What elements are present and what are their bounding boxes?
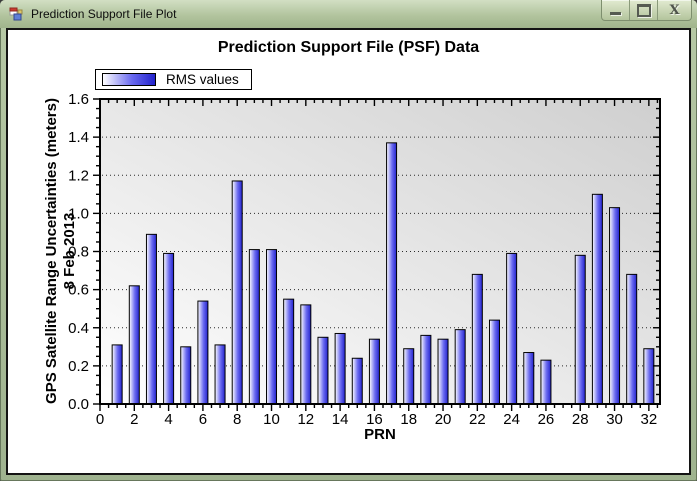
close-button[interactable]: X (658, 0, 691, 20)
bar-prn-21 (454, 329, 466, 405)
bar-prn-17 (386, 142, 398, 405)
bar-prn-9 (248, 249, 260, 405)
y-tick-label: 0.0 (68, 396, 89, 413)
x-tick-label: 8 (233, 411, 241, 428)
y-tick-label: 1.2 (68, 167, 89, 184)
x-tick-label: 20 (435, 411, 452, 428)
bar-prn-14 (334, 332, 346, 405)
bar-prn-26 (540, 359, 552, 405)
x-tick-label: 26 (538, 411, 555, 428)
legend-swatch (102, 73, 156, 86)
x-tick-label: 18 (400, 411, 417, 428)
x-tick-label: 16 (366, 411, 383, 428)
close-icon: X (669, 2, 680, 18)
x-tick-label: 4 (164, 411, 172, 428)
window-controls: X (601, 0, 692, 21)
x-tick-label: 22 (469, 411, 486, 428)
chart-client-area: Prediction Support File (PSF) Data RMS v… (6, 28, 691, 475)
minimize-icon (610, 12, 621, 15)
x-tick-label: 30 (606, 411, 623, 428)
x-tick-label: 12 (297, 411, 314, 428)
bar-prn-5 (180, 346, 192, 405)
x-axis-title: PRN (364, 426, 396, 443)
bar-prn-2 (128, 285, 140, 405)
bar-prn-19 (420, 334, 432, 405)
bar-prn-10 (266, 249, 278, 405)
y-tick-label: 1.6 (68, 91, 89, 108)
x-tick-label: 2 (130, 411, 138, 428)
bar-prn-31 (626, 273, 638, 405)
bar-prn-28 (574, 254, 586, 405)
bar-prn-30 (609, 207, 621, 405)
y-tick-label: 0.2 (68, 358, 89, 375)
bar-prn-32 (643, 348, 655, 405)
bar-prn-3 (145, 233, 157, 405)
bar-prn-13 (317, 336, 329, 405)
bar-prn-23 (488, 319, 500, 405)
maximize-icon (636, 3, 651, 17)
maximize-button[interactable] (630, 0, 658, 20)
plot-group: 0 2 4 6 8 10 12 14 16 18 20 22 24 26 28 30 320.00.20.40.… (68, 91, 661, 428)
x-tick-label: 32 (641, 411, 658, 428)
bar-prn-25 (523, 352, 535, 405)
app-icon[interactable] (9, 7, 24, 22)
x-tick-label: 0 (96, 411, 104, 428)
y-tick-label: 1.0 (68, 205, 89, 222)
bar-prn-12 (300, 304, 312, 405)
bar-prn-6 (197, 300, 209, 405)
y-tick-label: 0.8 (68, 244, 89, 261)
bar-prn-16 (368, 338, 380, 405)
bar-prn-20 (437, 338, 449, 405)
bar-prn-4 (163, 252, 175, 405)
x-tick-label: 14 (332, 411, 349, 428)
y-tick-label: 1.4 (68, 129, 89, 146)
bar-prn-11 (283, 298, 295, 405)
minimize-button[interactable] (602, 0, 630, 20)
x-tick-label: 24 (503, 411, 520, 428)
bar-prn-1 (111, 344, 123, 405)
window-title: Prediction Support File Plot (31, 7, 177, 21)
x-tick-label: 10 (263, 411, 280, 428)
bar-prn-22 (471, 273, 483, 405)
y-tick-label: 0.6 (68, 282, 89, 299)
chart-title: Prediction Support File (PSF) Data (217, 39, 480, 56)
title-bar[interactable]: Prediction Support File Plot (0, 0, 697, 28)
y-tick-label: 0.4 (68, 320, 89, 337)
bar-prn-8 (231, 180, 243, 405)
legend-box: RMS values (95, 69, 252, 90)
bar-prn-18 (403, 348, 415, 405)
bar-prn-29 (591, 193, 603, 405)
bar-prn-7 (214, 344, 226, 405)
bar-prn-15 (351, 357, 363, 405)
bar-prn-24 (506, 252, 518, 405)
chart-svg: 0 2 4 6 8 10 12 14 16 18 20 22 24 26 28 30 320.00.20.40.… (68, 91, 661, 428)
x-tick-label: 6 (199, 411, 207, 428)
legend-label: RMS values (166, 72, 239, 87)
x-tick-label: 28 (572, 411, 589, 428)
